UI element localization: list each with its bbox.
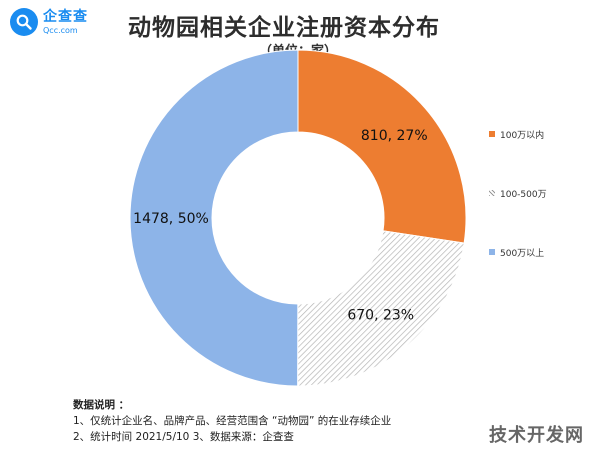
legend-item-2: 500万以上 [489, 246, 547, 259]
legend-label-2: 500万以上 [500, 248, 545, 259]
notes-heading: 数据说明 ： [73, 399, 130, 411]
slice-label-1: 670, 23% [347, 307, 414, 323]
slice-label-2: 1478, 50% [133, 211, 209, 227]
slice-2 [129, 49, 299, 387]
chart-title: 动物园相关企业注册资本分布 [128, 15, 440, 41]
watermark: 技术开发网 [489, 425, 584, 446]
data-notes: 数据说明 ： 1、仅统计企业名、品牌产品、经营范围含 “动物园” 的在业存续企业… [73, 397, 391, 445]
slice-1 [297, 230, 465, 387]
slice-0 [297, 49, 467, 244]
slice-label-0: 810, 27% [361, 128, 428, 144]
brand-name: 企查查 [43, 8, 88, 25]
notes-line-1: 1、仅统计企业名、品牌产品、经营范围含 “动物园” 的在业存续企业 [73, 415, 392, 427]
legend-swatch-1 [489, 190, 495, 196]
legend-label-0: 100万以内 [500, 130, 545, 141]
legend-item-0: 100万以内 [489, 128, 547, 141]
legend-item-1: 100-500万 [489, 187, 547, 200]
brand-logo: 企查查 Qcc.com [10, 8, 88, 36]
legend-label-1: 100-500万 [500, 189, 547, 200]
chart-legend: 100万以内 100-500万 500万以上 [489, 128, 547, 305]
legend-swatch-2 [489, 249, 495, 255]
brand-domain: Qcc.com [43, 25, 78, 35]
legend-swatch-0 [489, 131, 495, 137]
notes-line-2: 2、统计时间 2021/5/10 3、数据来源：企查查 [73, 431, 294, 443]
magnifier-icon [10, 8, 38, 36]
